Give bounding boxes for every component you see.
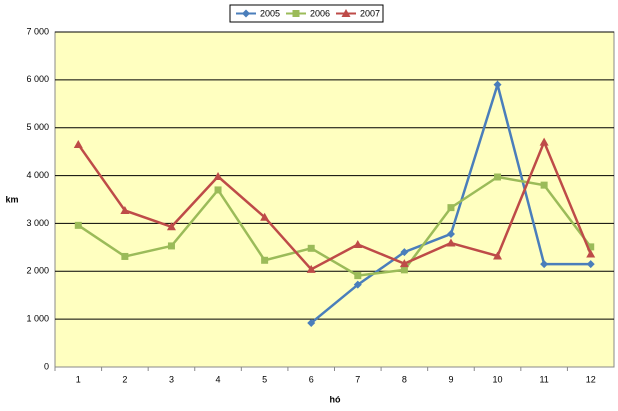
marker [167, 242, 175, 250]
x-tick-label: 9 [448, 374, 453, 384]
marker [121, 252, 129, 260]
marker [73, 139, 83, 148]
legend-box [229, 4, 384, 23]
marker [540, 181, 548, 189]
marker [399, 259, 409, 268]
marker [354, 272, 362, 280]
marker [446, 229, 455, 238]
y-tick-label: 7 000 [26, 26, 49, 36]
marker [586, 260, 595, 269]
x-tick-label: 3 [169, 374, 174, 384]
x-tick-label: 7 [355, 374, 360, 384]
marker [540, 260, 549, 269]
marker [74, 221, 82, 229]
marker [120, 206, 130, 215]
y-axis-label: km [5, 194, 18, 204]
marker [341, 9, 351, 17]
series-line [77, 175, 592, 277]
x-tick-label: 8 [402, 374, 407, 384]
marker [400, 248, 409, 257]
marker [306, 264, 316, 273]
legend-label: 2006 [310, 8, 330, 18]
y-tick-label: 0 [44, 361, 49, 371]
marker [539, 137, 549, 146]
x-tick-label: 6 [309, 374, 314, 384]
x-tick-label: 2 [122, 374, 127, 384]
marker [307, 244, 315, 252]
y-tick-label: 1 000 [26, 314, 49, 324]
marker [260, 212, 270, 221]
marker [494, 173, 502, 181]
legend-label: 2005 [260, 8, 280, 18]
x-tick-label: 4 [216, 374, 221, 384]
y-tick-label: 5 000 [26, 122, 49, 132]
y-tick-label: 2 000 [26, 266, 49, 276]
marker [292, 10, 300, 17]
marker [353, 280, 362, 289]
legend-label: 2007 [360, 8, 380, 18]
series-line [77, 138, 592, 271]
marker [213, 172, 223, 181]
x-tick-label: 1 [76, 374, 81, 384]
marker [261, 256, 269, 264]
x-tick-label: 5 [262, 374, 267, 384]
plot-area [54, 31, 615, 368]
x-tick-label: 10 [493, 374, 503, 384]
x-tick-label: 12 [586, 374, 596, 384]
marker [586, 249, 596, 258]
marker [242, 9, 250, 18]
y-tick-label: 6 000 [26, 74, 49, 84]
y-tick-label: 4 000 [26, 170, 49, 180]
marker [587, 243, 595, 251]
marker [493, 251, 503, 260]
marker [214, 186, 222, 194]
marker [353, 239, 363, 248]
x-tick-label: 11 [539, 374, 548, 384]
marker [400, 266, 408, 274]
marker [447, 204, 455, 212]
marker [493, 80, 502, 89]
marker [307, 318, 316, 327]
marker [166, 222, 176, 231]
y-tick-label: 3 000 [26, 218, 49, 228]
marker [446, 238, 456, 247]
x-axis-label: hó [330, 394, 341, 404]
